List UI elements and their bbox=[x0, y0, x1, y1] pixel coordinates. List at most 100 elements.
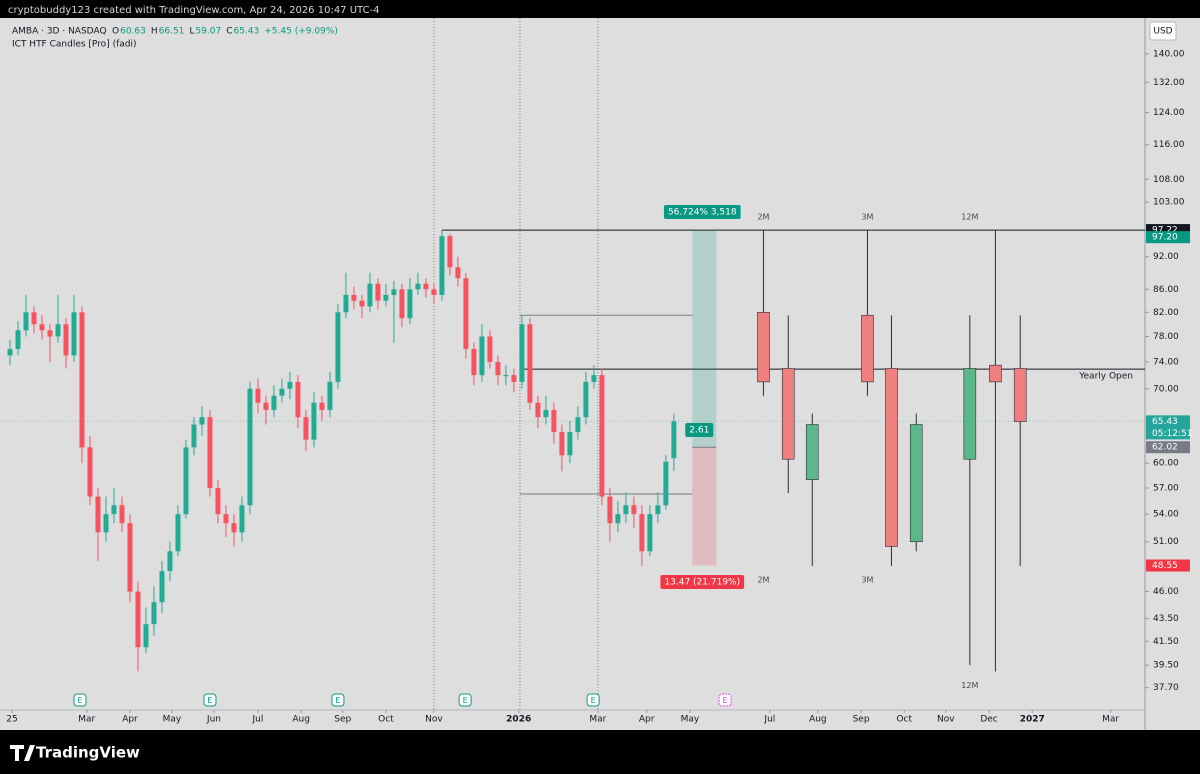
candle-body bbox=[279, 388, 285, 396]
x-tick-label: Mar bbox=[1102, 715, 1119, 725]
y-tick-label: 124.00 bbox=[1153, 108, 1185, 118]
candle-body bbox=[503, 375, 509, 377]
x-tick-label: May bbox=[163, 715, 182, 725]
currency[interactable]: USD bbox=[1153, 27, 1172, 37]
y-tick-label: 86.00 bbox=[1153, 285, 1179, 295]
candle-body bbox=[183, 447, 189, 515]
candle-body bbox=[31, 312, 37, 325]
y-tick-label: 103.00 bbox=[1153, 198, 1185, 208]
candle-body bbox=[311, 402, 317, 440]
candle-body bbox=[215, 488, 221, 515]
x-tick-label: 25 bbox=[6, 715, 17, 725]
candle-body bbox=[303, 417, 309, 440]
price-label: 65.43 bbox=[1152, 417, 1178, 427]
candle-body bbox=[407, 289, 413, 319]
price-label: 48.55 bbox=[1152, 561, 1178, 571]
candle-body bbox=[447, 236, 453, 268]
candle-body bbox=[223, 514, 229, 524]
legend-ohlc: O 60.63 H 66.51 L 59.07 C 65.43 +5.45 (+9.09%) bbox=[112, 27, 338, 37]
price-label: 97.22 bbox=[1152, 226, 1178, 236]
brand: TradingView bbox=[10, 744, 140, 762]
candle-body bbox=[255, 388, 261, 403]
candle-body bbox=[87, 447, 93, 497]
candle-body bbox=[551, 409, 557, 433]
earnings-marker[interactable] bbox=[73, 693, 87, 707]
candle-body bbox=[383, 294, 389, 301]
candle-body bbox=[95, 496, 101, 533]
x-tick-label: Dec bbox=[980, 715, 997, 725]
y-tick-label: 46.00 bbox=[1153, 587, 1179, 597]
earnings-label: E bbox=[723, 696, 728, 705]
candle-body bbox=[535, 402, 541, 418]
x-tick-label: Apr bbox=[122, 715, 138, 725]
y-tick-label: 132.00 bbox=[1153, 78, 1185, 88]
candle-body bbox=[543, 409, 549, 418]
candle-body bbox=[167, 551, 173, 572]
earnings-marker[interactable] bbox=[586, 693, 600, 707]
legend-change: +5.45 (+9.09%) bbox=[264, 27, 338, 37]
price-label-box bbox=[1146, 231, 1190, 244]
earnings-marker[interactable] bbox=[458, 693, 472, 707]
candle-body bbox=[55, 324, 61, 337]
candle-body bbox=[479, 336, 485, 376]
htf-body bbox=[861, 314, 874, 383]
candle-body bbox=[511, 375, 517, 382]
y-tick-label: 70.00 bbox=[1153, 384, 1179, 394]
earnings-label: E bbox=[207, 696, 212, 705]
candle-body bbox=[367, 283, 373, 307]
candle-body bbox=[199, 417, 205, 425]
candle-body bbox=[647, 514, 653, 552]
y-tick-label: 82.00 bbox=[1153, 308, 1179, 318]
y-tick-label: 78.00 bbox=[1153, 332, 1179, 342]
candle-body bbox=[615, 514, 621, 524]
x-tick-label: Sep bbox=[853, 715, 870, 725]
earnings-marker[interactable] bbox=[203, 693, 217, 707]
price-label: 62.02 bbox=[1152, 443, 1178, 453]
htf-label: 3M bbox=[861, 213, 873, 222]
candle-body bbox=[135, 591, 141, 648]
legend-key: H bbox=[151, 27, 158, 37]
candle-body bbox=[399, 289, 405, 319]
earnings-marker[interactable] bbox=[331, 693, 345, 707]
candle-body bbox=[375, 283, 381, 301]
footer-bar bbox=[0, 730, 1200, 774]
candle-body bbox=[423, 283, 429, 290]
legend-key: C bbox=[226, 27, 232, 37]
candle-body bbox=[79, 312, 85, 448]
x-tick-label: Jul bbox=[763, 715, 775, 725]
currency-box[interactable] bbox=[1149, 21, 1177, 41]
candle-body bbox=[599, 375, 605, 497]
candle-body bbox=[335, 312, 341, 382]
candle-body bbox=[455, 267, 461, 279]
y-tick-label: 74.00 bbox=[1153, 357, 1179, 367]
candle-body bbox=[359, 300, 365, 307]
y-tick-label: 54.00 bbox=[1153, 510, 1179, 520]
candle-body bbox=[671, 421, 677, 459]
x-tick-label: Oct bbox=[378, 715, 394, 725]
htf-body bbox=[963, 368, 977, 460]
x-tick-label: Mar bbox=[78, 715, 95, 725]
price-label-box bbox=[1146, 415, 1190, 440]
candle-body bbox=[7, 349, 13, 356]
candle-body bbox=[287, 381, 293, 389]
candle-body bbox=[319, 402, 325, 410]
legend-value: 59.07 bbox=[195, 27, 221, 37]
logo bbox=[10, 745, 35, 761]
candle-body bbox=[143, 624, 149, 648]
candle-body bbox=[487, 336, 493, 362]
brand-name: TradingView bbox=[36, 744, 140, 762]
y-tick-label: 108.00 bbox=[1153, 175, 1185, 185]
earnings-marker[interactable] bbox=[718, 693, 732, 707]
candle-body bbox=[103, 514, 109, 533]
candle-body bbox=[495, 361, 501, 376]
candle-body bbox=[391, 289, 397, 295]
htf-body bbox=[1013, 368, 1027, 422]
htf-body bbox=[757, 312, 770, 383]
x-tick-label: Sep bbox=[334, 715, 351, 725]
candle-body bbox=[263, 402, 269, 410]
x-tick-label: Apr bbox=[639, 715, 655, 725]
x-tick-label: Nov bbox=[425, 715, 443, 725]
y-tick-label: 43.50 bbox=[1153, 614, 1179, 624]
htf-body bbox=[909, 424, 923, 543]
